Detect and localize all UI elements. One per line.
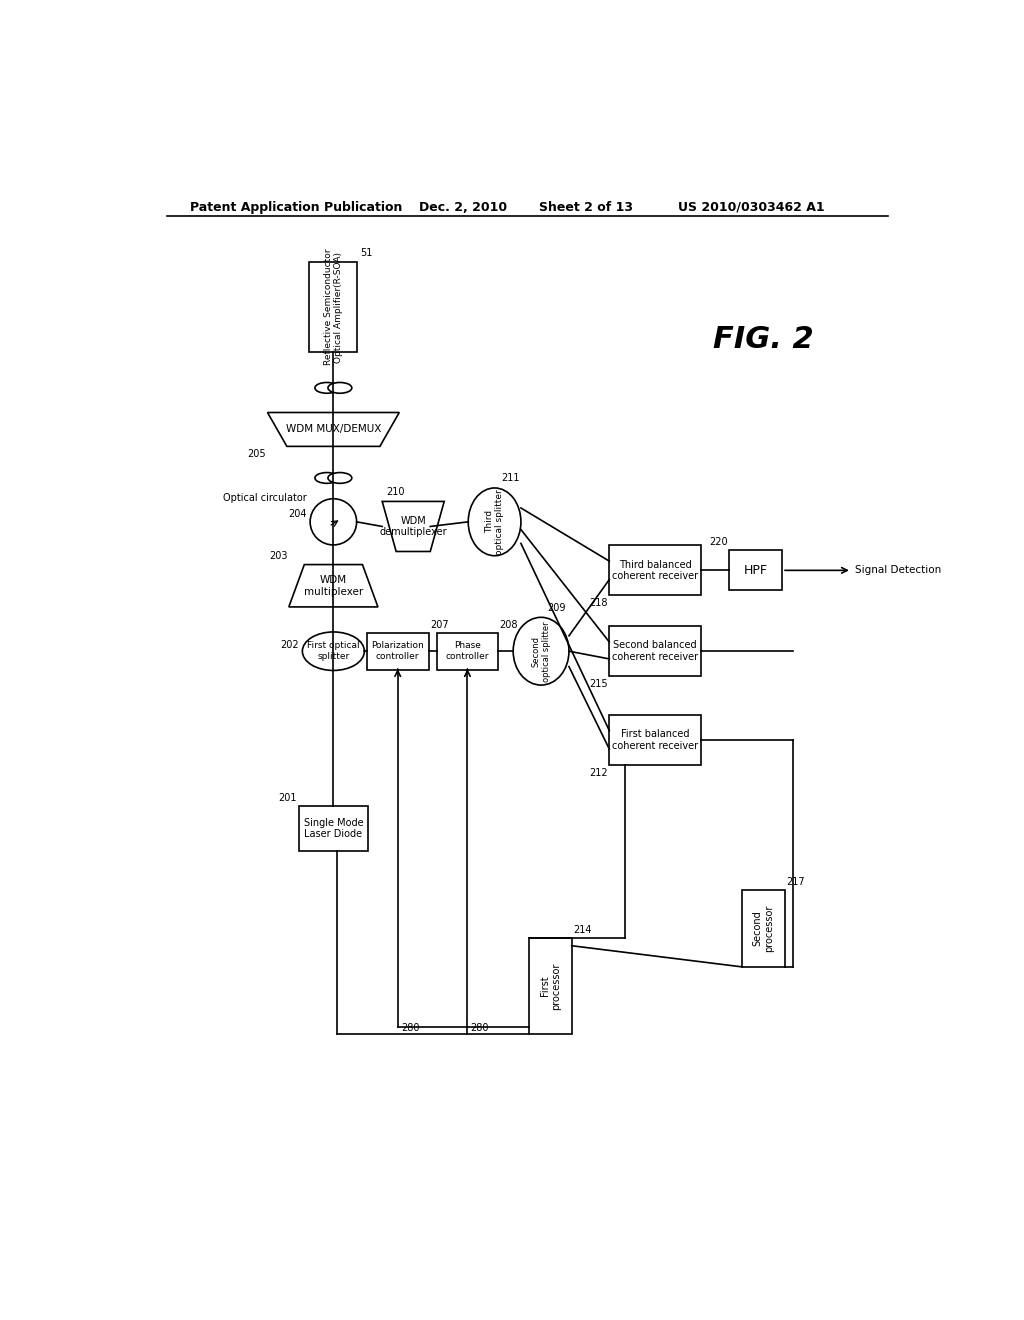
Text: 215: 215	[589, 680, 607, 689]
FancyBboxPatch shape	[367, 632, 429, 669]
Text: Second
optical splitter: Second optical splitter	[531, 620, 551, 681]
Text: 203: 203	[268, 552, 288, 561]
Text: 209: 209	[547, 603, 566, 612]
FancyBboxPatch shape	[299, 807, 369, 850]
Text: Patent Application Publication: Patent Application Publication	[190, 201, 402, 214]
FancyBboxPatch shape	[609, 714, 700, 764]
Text: 210: 210	[386, 487, 404, 496]
Text: 218: 218	[589, 598, 607, 609]
Text: 202: 202	[281, 640, 299, 649]
Polygon shape	[267, 412, 399, 446]
Text: Polarization
controller: Polarization controller	[372, 642, 424, 661]
Text: Phase
controller: Phase controller	[445, 642, 489, 661]
Text: Reflective Semiconductor
Optical Amplifier(R-SOA): Reflective Semiconductor Optical Amplifi…	[324, 248, 343, 366]
Text: 51: 51	[360, 248, 373, 259]
Text: WDM
multiplexer: WDM multiplexer	[304, 576, 362, 597]
Text: Single Mode
Laser Diode: Single Mode Laser Diode	[303, 817, 364, 840]
Ellipse shape	[302, 632, 365, 671]
Text: FIG. 2: FIG. 2	[713, 325, 814, 354]
FancyBboxPatch shape	[609, 545, 700, 595]
Text: Sheet 2 of 13: Sheet 2 of 13	[539, 201, 633, 214]
Text: US 2010/0303462 A1: US 2010/0303462 A1	[678, 201, 825, 214]
Text: Optical circulator: Optical circulator	[223, 492, 307, 503]
Text: 220: 220	[710, 537, 728, 548]
Ellipse shape	[468, 488, 521, 556]
Text: First optical
splitter: First optical splitter	[307, 642, 359, 661]
FancyBboxPatch shape	[529, 939, 571, 1035]
Text: 205: 205	[248, 449, 266, 459]
FancyBboxPatch shape	[437, 632, 498, 669]
Ellipse shape	[310, 499, 356, 545]
Text: 201: 201	[279, 793, 297, 803]
Text: HPF: HPF	[743, 564, 768, 577]
Text: First
processor: First processor	[540, 962, 561, 1010]
Ellipse shape	[328, 473, 352, 483]
Text: 212: 212	[589, 768, 607, 777]
Text: WDM MUX/DEMUX: WDM MUX/DEMUX	[286, 425, 381, 434]
Text: WDM
demultiplexer: WDM demultiplexer	[379, 516, 447, 537]
FancyBboxPatch shape	[729, 550, 782, 590]
Text: 211: 211	[501, 474, 519, 483]
Text: 208: 208	[500, 619, 518, 630]
Text: Third
optical splitter: Third optical splitter	[485, 488, 504, 554]
FancyBboxPatch shape	[742, 890, 784, 966]
Text: 214: 214	[573, 925, 592, 935]
Polygon shape	[382, 502, 444, 552]
Text: Second balanced
coherent receiver: Second balanced coherent receiver	[612, 640, 698, 663]
Text: 204: 204	[289, 510, 307, 519]
Text: 280: 280	[471, 1023, 489, 1032]
Ellipse shape	[315, 473, 339, 483]
Text: 280: 280	[400, 1023, 419, 1032]
Polygon shape	[289, 565, 378, 607]
Text: 217: 217	[786, 876, 805, 887]
Ellipse shape	[328, 383, 352, 393]
Text: 207: 207	[430, 619, 449, 630]
Text: Dec. 2, 2010: Dec. 2, 2010	[419, 201, 507, 214]
Text: First balanced
coherent receiver: First balanced coherent receiver	[612, 729, 698, 751]
Text: Signal Detection: Signal Detection	[855, 565, 941, 576]
Ellipse shape	[513, 618, 569, 685]
Text: Second
processor: Second processor	[753, 904, 774, 952]
FancyBboxPatch shape	[609, 626, 700, 676]
Ellipse shape	[315, 383, 339, 393]
Text: Third balanced
coherent receiver: Third balanced coherent receiver	[612, 560, 698, 581]
FancyBboxPatch shape	[309, 261, 357, 352]
